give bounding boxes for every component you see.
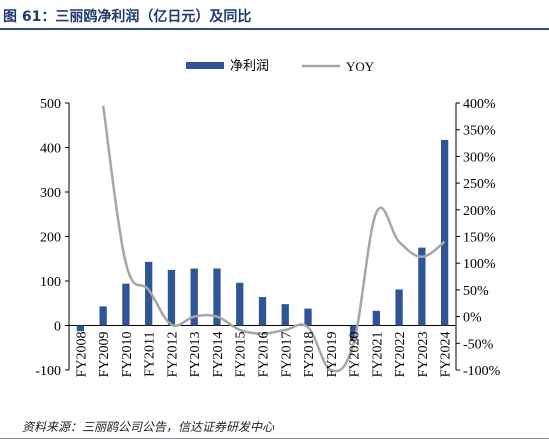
bar-FY2008 [76,325,85,332]
left-axis-tick-label: 200 [40,231,61,246]
bar-FY2014 [213,268,221,326]
bar-FY2023 [418,247,426,326]
bar-FY2013 [190,268,198,326]
x-tick-label: FY2019 [325,332,340,378]
right-axis-tick-label: 200% [463,204,496,219]
right-axis-tick-label: 400% [463,97,496,112]
x-tick-label: FY2017 [279,332,294,378]
right-axis-tick-label: -100% [463,364,501,379]
right-axis-tick-label: 250% [463,177,496,192]
bar-FY2010 [122,283,130,326]
x-tick-label: FY2009 [97,332,112,378]
left-axis-tick-label: 500 [40,97,61,112]
bottom-divider [0,438,549,439]
x-tick-label: FY2014 [211,332,226,378]
bar-series [76,139,449,341]
axes: -100 0 100 200 300 400 500 -100% -50% 0% 50% 100% 15… [35,97,500,379]
source-note: 资料来源：三丽鸥公司公告，信达证券研发中心 [22,420,275,434]
bar-FY2015 [236,282,244,326]
bar-FY2018 [304,308,312,326]
x-tick-label: FY2020 [348,332,363,378]
x-tick-label: FY2021 [370,332,385,378]
legend-bar-swatch [186,62,224,69]
bar-FY2021 [372,310,380,326]
bar-FY2012 [167,269,176,326]
x-tick-label: FY2022 [393,332,408,378]
x-tick-label: FY2015 [234,332,249,378]
right-axis-tick-label: 300% [463,150,496,165]
x-tick-label: FY2016 [257,332,272,378]
x-tick-label: FY2018 [302,332,317,378]
right-axis-tick-label: 100% [463,257,496,272]
x-axis-labels: FY2008 FY2009 FY2010 FY2011 FY2012 FY2013 FY20… [74,332,453,378]
title-divider [0,28,549,30]
bar-FY2009 [99,306,107,326]
right-axis-tick-label: 50% [463,284,489,299]
x-tick-label: FY2023 [416,332,431,378]
bar-FY2016 [258,297,267,326]
x-tick-label: FY2012 [165,332,180,378]
bar-FY2024 [440,139,449,326]
bar-FY2020 [349,325,358,341]
yoy-line [101,105,446,373]
right-axis-tick-label: 350% [463,124,496,139]
right-axis-tick-label: -50% [463,337,494,352]
x-tick-label: FY2013 [188,332,203,378]
x-tick-label: FY2008 [74,332,89,378]
left-axis-tick-label: 100 [40,275,61,290]
yoy-series [101,105,446,373]
legend-label-yoy: YOY [346,59,375,74]
left-axis-tick-label: 0 [54,320,61,335]
left-axis-tick-label: 300 [40,186,61,201]
right-axis-tick-label: 0% [463,311,482,326]
legend: 净利润 YOY [186,58,375,74]
left-axis-tick-label: -100 [35,364,61,379]
left-axis-tick-label: 400 [40,142,61,157]
right-axis-tick-label: 150% [463,231,496,246]
legend-label-net-profit: 净利润 [230,58,269,73]
x-tick-label: FY2011 [143,332,158,377]
bar-FY2017 [281,304,289,326]
figure-title: 图 61：三丽鸥净利润（亿日元）及同比 [3,9,252,25]
bar-FY2011 [145,261,153,326]
x-tick-label: FY2010 [120,332,135,378]
x-tick-label: FY2024 [439,332,454,378]
bar-FY2022 [395,289,403,326]
